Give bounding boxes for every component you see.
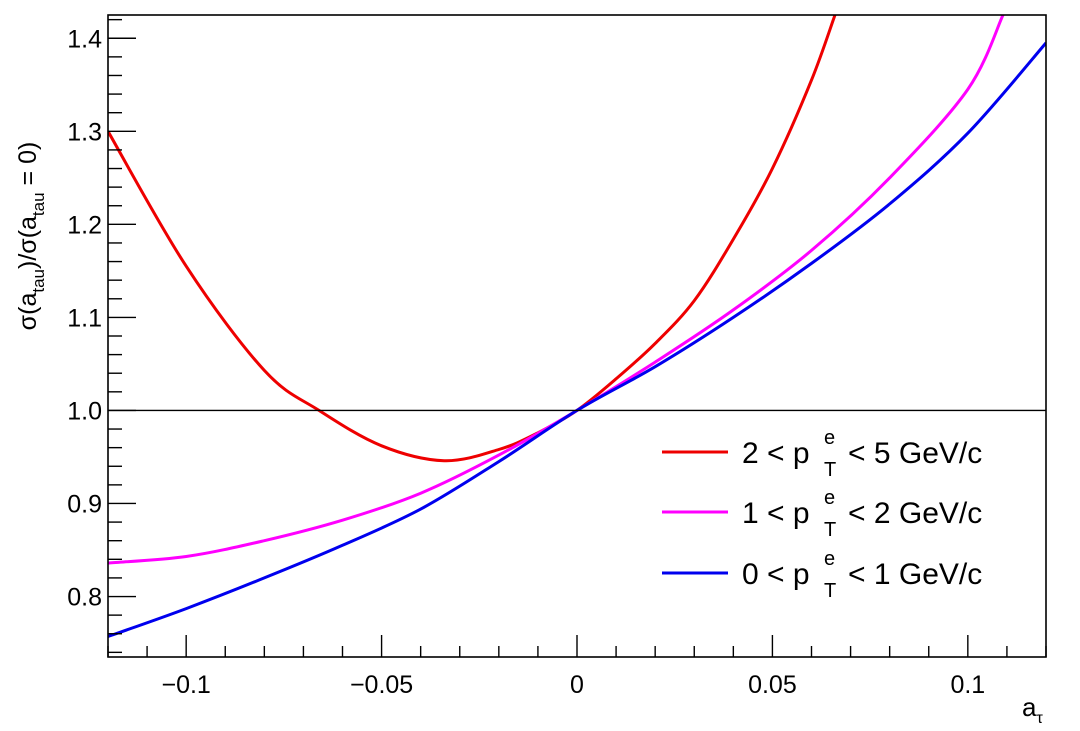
x-tick-label: −0.1	[161, 671, 210, 699]
y-tick-label: 0.8	[67, 584, 102, 612]
legend-label-sup: e	[824, 427, 835, 449]
x-axis-label-sub: τ	[1036, 710, 1043, 727]
series-2-5-line	[108, 15, 837, 463]
y-axis-label: σ(atau)/σ(atau = 0)	[14, 142, 48, 331]
legend: 2 < p eT < 5 GeV/c1 < p eT < 2 GeV/c0 < p eT <…	[662, 427, 982, 602]
y-axis-label-text: σ(atau)/σ(atau = 0)	[14, 142, 48, 331]
y-tick-label: 1.3	[67, 118, 102, 146]
y-tick-label: 1.4	[67, 25, 102, 53]
legend-label-sub: T	[824, 580, 836, 602]
plot-frame	[107, 14, 1047, 658]
legend-label-suffix: < 1 GeV/c	[848, 558, 982, 591]
tick-labels: −0.1 −0.05 0 0.05 0.1 0.8 0.9 1.0 1.1 1.2 1.3 1.4	[67, 25, 985, 699]
legend-label-prefix: 1 < p	[742, 497, 810, 530]
legend-entry-series-0-1: 0 < p eT < 1 GeV/c	[662, 548, 982, 602]
y-tick-label: 0.9	[67, 490, 102, 518]
legend-entry-series-1-2: 1 < p eT < 2 GeV/c	[662, 487, 982, 541]
y-tick-label: 1.0	[67, 397, 102, 425]
legend-label-sub: T	[824, 459, 836, 481]
x-tick-label: −0.05	[350, 671, 413, 699]
legend-label-sub: T	[824, 519, 836, 541]
curves-layer	[108, 15, 1046, 638]
y-tick-label: 1.2	[67, 211, 102, 239]
x-tick-label: 0.1	[950, 671, 985, 699]
x-axis-label: aτ	[1022, 692, 1043, 727]
x-tick-label: 0.05	[748, 671, 797, 699]
x-tick-label: 0	[570, 671, 584, 699]
legend-label-prefix: 0 < p	[742, 558, 810, 591]
legend-label-prefix: 2 < p	[742, 437, 810, 470]
legend-label-sup: e	[824, 487, 835, 509]
legend-entry-series-2-5: 2 < p eT < 5 GeV/c	[662, 427, 982, 481]
legend-label-suffix: < 2 GeV/c	[848, 497, 982, 530]
series-0-1-line	[108, 41, 1046, 638]
axis-ticks	[107, 18, 1047, 657]
series-1-2-line	[108, 15, 1005, 565]
y-tick-label: 1.1	[67, 304, 102, 332]
legend-label-suffix: < 5 GeV/c	[848, 437, 982, 470]
legend-label-sup: e	[824, 548, 835, 570]
